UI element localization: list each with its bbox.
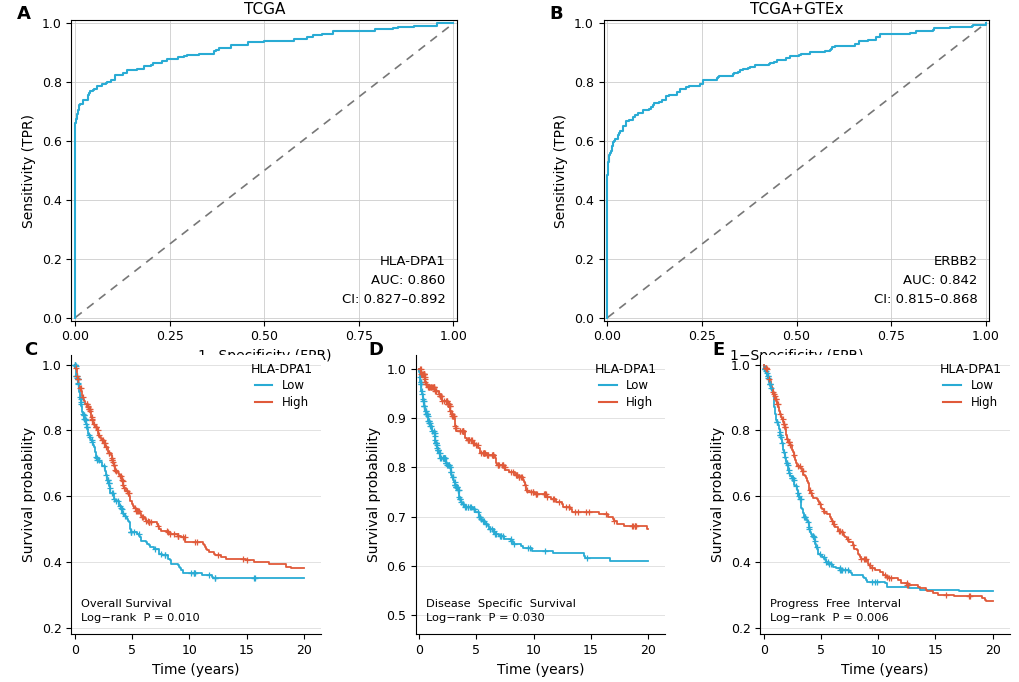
Title: TCGA: TCGA	[244, 1, 284, 16]
Text: D: D	[368, 340, 383, 359]
Text: B: B	[549, 5, 562, 23]
X-axis label: 1−Specificity (FPR): 1−Specificity (FPR)	[729, 349, 862, 363]
Text: E: E	[712, 340, 725, 359]
Text: A: A	[17, 5, 32, 23]
Title: TCGA+GTEx: TCGA+GTEx	[749, 1, 843, 16]
Text: Progress  Free  Interval
Log−rank  P = 0.006: Progress Free Interval Log−rank P = 0.00…	[769, 599, 901, 623]
Y-axis label: Sensitivity (TPR): Sensitivity (TPR)	[22, 113, 36, 228]
Y-axis label: Survival probability: Survival probability	[22, 427, 36, 562]
Y-axis label: Sensitivity (TPR): Sensitivity (TPR)	[554, 113, 568, 228]
Legend: Low, High: Low, High	[248, 361, 315, 411]
X-axis label: Time (years): Time (years)	[841, 662, 928, 677]
Y-axis label: Survival probability: Survival probability	[710, 427, 725, 562]
Text: Overall Survival
Log−rank  P = 0.010: Overall Survival Log−rank P = 0.010	[82, 599, 200, 623]
Text: ERBB2
AUC: 0.842
CI: 0.815–0.868: ERBB2 AUC: 0.842 CI: 0.815–0.868	[873, 254, 977, 306]
Legend: Low, High: Low, High	[936, 361, 1003, 411]
Text: Disease  Specific  Survival
Log−rank  P = 0.030: Disease Specific Survival Log−rank P = 0…	[425, 599, 575, 623]
Legend: Low, High: Low, High	[592, 361, 659, 411]
Text: HLA-DPA1
AUC: 0.860
CI: 0.827–0.892: HLA-DPA1 AUC: 0.860 CI: 0.827–0.892	[341, 254, 445, 306]
X-axis label: Time (years): Time (years)	[152, 662, 239, 677]
X-axis label: Time (years): Time (years)	[496, 662, 584, 677]
Text: C: C	[24, 340, 38, 359]
Y-axis label: Survival probability: Survival probability	[366, 427, 380, 562]
X-axis label: 1−Specificity (FPR): 1−Specificity (FPR)	[198, 349, 331, 363]
